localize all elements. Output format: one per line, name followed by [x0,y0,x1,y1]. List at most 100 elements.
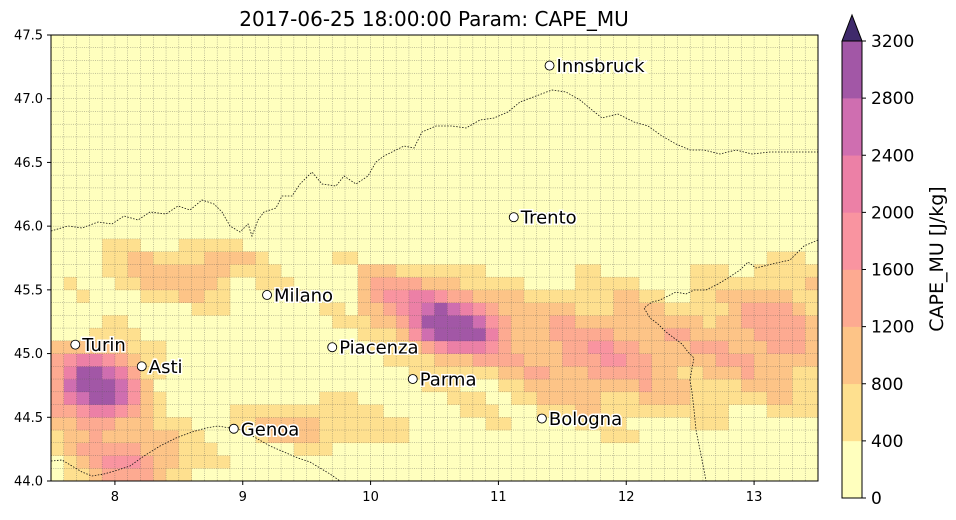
cape-cell [114,468,128,481]
cape-cell [460,404,474,418]
cape-cell [779,328,793,342]
cape-cell [102,379,116,393]
cape-cell [76,468,90,481]
cape-cell [613,379,627,393]
y-tick-label: 46.0 [14,220,43,235]
cape-cell [549,404,563,418]
cape-cell [575,302,589,316]
cape-cell [562,340,576,354]
cape-cell [677,302,691,316]
cape-cell [754,328,768,342]
colorbar-segment [842,212,862,270]
coast-ligurian [51,425,341,481]
cape-cell [281,417,295,431]
cape-cell [217,289,231,303]
cape-cell [242,251,256,265]
cape-cell [166,289,180,303]
cape-cell [102,251,116,265]
cape-cell [166,417,180,431]
cape-cell [741,315,755,329]
cape-cell [562,289,576,303]
cape-cell [370,264,384,278]
cape-cell [626,315,640,329]
cape-cell [575,289,589,303]
cape-cell [523,340,538,354]
cape-cell [102,340,116,354]
cape-cell [89,442,103,456]
cape-cell [89,379,103,393]
cape-cell [664,391,678,405]
cape-cell [728,277,742,291]
cape-cell [319,391,333,405]
cape-cell [575,328,589,342]
y-tick-label: 46.5 [14,156,43,171]
colorbar-label: CAPE_MU [J/kg] [926,186,948,331]
cape-cell [76,353,90,367]
cape-cell [805,289,818,303]
cape-cell [127,404,141,418]
cape-cell [664,340,678,354]
cape-cell [741,289,755,303]
colorbar-tick-label: 800 [871,375,903,395]
cape-cell [639,328,653,342]
cape-cell [153,391,167,405]
cape-cell [383,353,397,367]
cape-cell [472,353,486,367]
cape-cell [690,366,704,380]
cape-cell [587,353,601,367]
cape-cell [217,264,231,278]
cape-cell [562,328,576,342]
cape-cell [447,264,461,278]
cape-cell [664,353,678,367]
cape-cell [523,315,538,329]
cape-cell [447,302,461,316]
cape-cell [434,353,448,367]
cape-cell [140,468,154,481]
cape-cell [575,264,589,278]
cape-cell [51,442,65,456]
cape-cell [587,340,601,354]
cape-cell [102,417,116,431]
cape-cell [626,391,640,405]
cape-cell [639,289,653,303]
cape-cell [728,289,742,303]
cape-cell [485,328,499,342]
cape-cell [690,417,704,431]
cape-cell [345,251,359,265]
cape-cell [153,277,167,291]
cape-cell [792,289,806,303]
cape-cell [178,264,192,278]
cape-cell [204,455,218,469]
cape-cell [229,238,244,252]
city-turin: Turin [70,334,127,358]
cape-cell [140,264,154,278]
cape-cell [511,366,525,380]
grid-lines [51,35,818,481]
cape-cell [779,340,793,354]
cape-cell [102,442,116,456]
cape-cell [140,379,154,393]
cape-cell [370,277,384,291]
cape-cell [511,315,525,329]
colorbar: 0 400 800 1200 1600 2000 2400 2800 3200 [841,13,914,509]
cape-cell [575,404,589,418]
cape-cell [690,289,704,303]
cape-cell [651,340,665,354]
cape-cell [715,289,729,303]
cape-cell [421,340,435,354]
cape-cell [626,340,640,354]
cape-cell [51,391,65,405]
x-tick-label: 9 [239,490,247,505]
cape-cell [651,404,665,418]
cape-cell [549,289,563,303]
cape-cell [51,404,65,418]
cape-cell [127,238,141,252]
cape-cell [396,417,410,431]
cape-cell [191,289,205,303]
cape-cell [166,264,180,278]
y-tick-label: 47.0 [14,92,43,107]
cape-cell [89,404,103,418]
y-tick-label: 44.0 [14,475,43,490]
city-marker-dot [70,339,81,350]
